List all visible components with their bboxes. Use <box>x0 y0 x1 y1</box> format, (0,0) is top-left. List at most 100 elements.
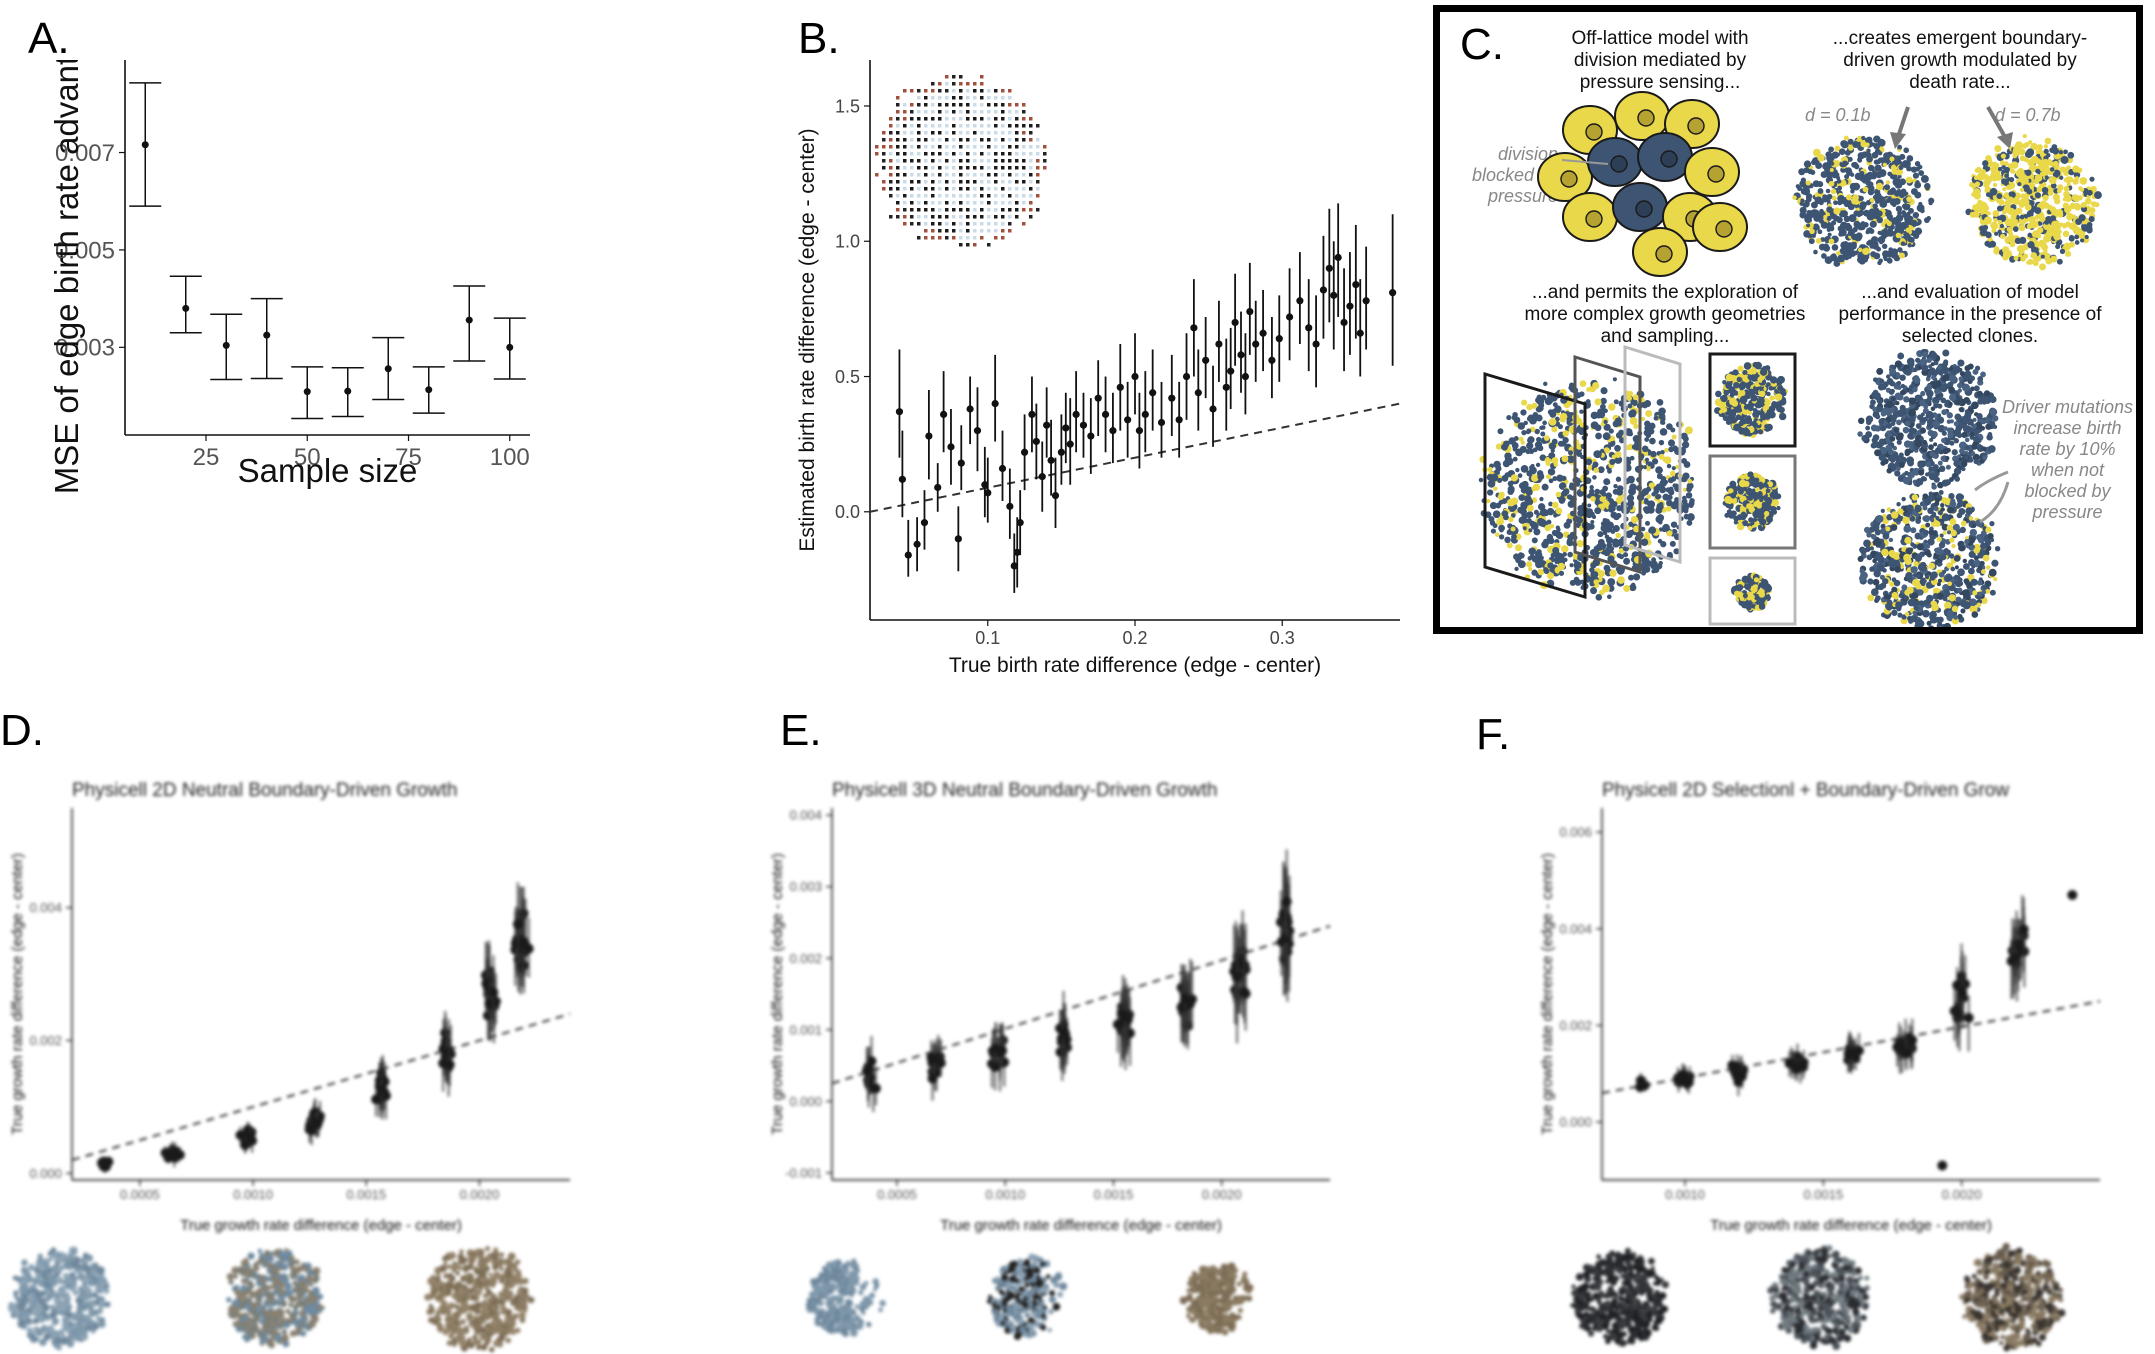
lattice-cell <box>931 145 935 149</box>
cell-dot <box>1765 423 1773 431</box>
cell-dot <box>1900 383 1906 389</box>
cell-dot <box>1962 417 1969 424</box>
cell-dot <box>1954 476 1961 482</box>
cell-dot <box>1666 530 1673 537</box>
cell-dot <box>1890 396 1896 402</box>
lattice-cell <box>952 166 956 170</box>
lattice-cell <box>931 222 935 226</box>
lattice-cell <box>917 89 921 93</box>
lattice-cell <box>910 110 914 114</box>
cell-dot <box>1934 547 1943 555</box>
lattice-cell <box>980 152 984 156</box>
cell-dot <box>1629 455 1635 461</box>
cell-dot <box>1885 603 1893 611</box>
cell-dot <box>1659 486 1667 494</box>
cell-dot <box>1888 247 1893 252</box>
lattice-cell <box>882 138 886 142</box>
cell-dot <box>1600 408 1606 415</box>
cell-dot <box>1603 447 1610 454</box>
cell-dot <box>1928 562 1936 570</box>
cell-dot <box>1937 562 1942 567</box>
cell-dot <box>2035 256 2041 262</box>
lattice-cell <box>994 131 998 135</box>
cell-nucleus <box>1715 220 1733 238</box>
cell-dot <box>1912 572 1918 578</box>
cell-dot <box>1895 214 1904 222</box>
cell-dot <box>1761 579 1769 587</box>
cell-dot <box>1926 620 1932 626</box>
cell-dot <box>2052 160 2059 168</box>
data-point <box>1275 335 1283 343</box>
cell-dot <box>1490 528 1497 534</box>
cell-dot <box>1632 394 1639 401</box>
cell-dot <box>1907 243 1912 248</box>
cell-dot <box>1518 436 1524 442</box>
cell-dot <box>1958 500 1965 507</box>
cell-dot <box>1560 441 1566 447</box>
lattice-cell <box>1008 124 1012 128</box>
lattice-cell <box>973 131 977 135</box>
cell-dot <box>1608 403 1616 411</box>
cell-dot <box>1859 568 1865 574</box>
lattice-cell <box>959 145 963 149</box>
cell-dot <box>2084 197 2092 205</box>
cell-dot <box>1766 391 1771 397</box>
cell-dot <box>1887 456 1893 462</box>
cell-dot <box>1916 573 1921 578</box>
cell-dot <box>1602 432 1611 441</box>
cell-dot <box>1824 256 1833 265</box>
data-point <box>425 386 433 394</box>
cell-dot <box>1859 574 1867 582</box>
cell-dot <box>1682 472 1690 480</box>
cell-dot <box>1928 529 1935 536</box>
lattice-cell <box>1022 152 1026 156</box>
cell-dot <box>2065 176 2073 184</box>
cell-dot <box>1552 547 1560 555</box>
cell-dot <box>1914 394 1921 401</box>
cell-dot <box>2064 206 2071 214</box>
cell-dot <box>1963 396 1970 404</box>
cell-dot <box>1487 466 1493 472</box>
lattice-cell <box>1015 194 1019 198</box>
cell-dot <box>1805 180 1811 186</box>
data-point <box>465 316 473 324</box>
x-tick-label: 0.1 <box>975 628 1000 648</box>
cell-dot <box>1826 154 1835 163</box>
lattice-cell <box>952 236 956 240</box>
cell-dot <box>1847 156 1853 162</box>
lattice-cell <box>938 229 942 233</box>
cell-dot <box>1957 359 1965 367</box>
cell-dot <box>1743 405 1749 410</box>
cell-dot <box>1740 511 1747 517</box>
cell-dot <box>1754 382 1760 388</box>
data-point <box>1016 519 1024 527</box>
cell-dot <box>1994 145 2002 153</box>
cell-dot <box>1911 592 1919 599</box>
lattice-cell <box>1015 173 1019 177</box>
cell-dot <box>1973 385 1980 392</box>
cell-dot <box>1538 555 1544 561</box>
lattice-cell <box>924 124 928 128</box>
lattice-cell <box>1008 110 1012 114</box>
cell-dot <box>1535 550 1541 556</box>
data-point <box>1241 372 1250 381</box>
cell-dot <box>1877 383 1885 391</box>
cell-dot <box>1917 589 1924 596</box>
cell-dot <box>1918 170 1925 176</box>
cell-dot <box>1875 515 1884 523</box>
cell-dot <box>1938 489 1944 495</box>
cell-dot <box>1943 622 1951 627</box>
cell-dot <box>2037 221 2043 226</box>
cell-dot <box>2034 174 2043 182</box>
cell-dot <box>1897 612 1903 618</box>
cell-dot <box>2050 215 2057 222</box>
cell-dot <box>1599 489 1606 496</box>
cell-dot <box>1814 196 1823 205</box>
lattice-cell <box>945 138 949 142</box>
cell-dot <box>1949 419 1954 424</box>
lattice-cell <box>917 187 921 191</box>
cell-dot <box>1667 494 1673 500</box>
cell-dot <box>1888 537 1894 543</box>
cell-dot <box>1681 458 1688 464</box>
cell-dot <box>1886 599 1893 605</box>
